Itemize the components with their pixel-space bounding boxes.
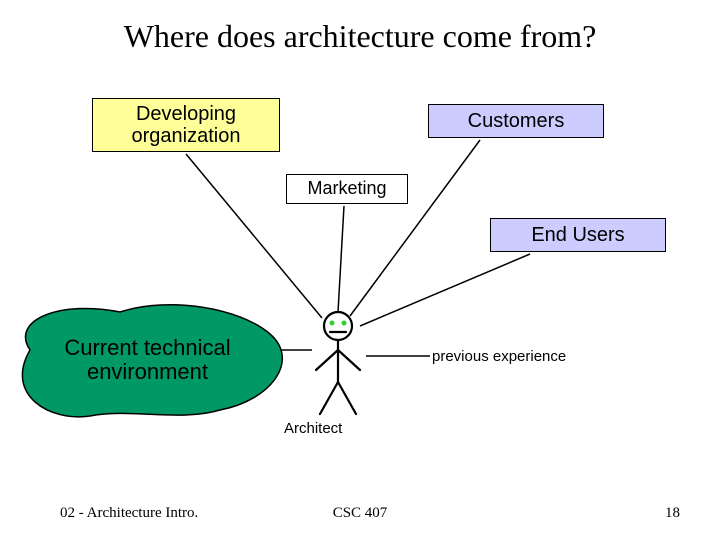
- node-label: Current technicalenvironment: [64, 336, 230, 384]
- node-tech-environment: Current technicalenvironment: [10, 300, 285, 420]
- node-developing-organization: Developingorganization: [92, 98, 280, 152]
- node-end-users: End Users: [490, 218, 666, 252]
- footer-center: CSC 407: [0, 505, 720, 522]
- node-label: previous experience: [432, 348, 566, 365]
- node-label: Developingorganization: [132, 103, 241, 147]
- architect-icon: [312, 310, 364, 418]
- node-customers: Customers: [428, 104, 604, 138]
- footer-right: 18: [665, 505, 680, 522]
- node-label: Customers: [468, 110, 565, 132]
- node-label: Marketing: [307, 179, 386, 199]
- page-title: Where does architecture come from?: [0, 18, 720, 55]
- architect-label: Architect: [284, 420, 342, 437]
- node-previous-experience: previous experience: [432, 348, 566, 365]
- node-marketing: Marketing: [286, 174, 408, 204]
- connector-lines: [0, 0, 720, 540]
- node-label: End Users: [531, 224, 624, 246]
